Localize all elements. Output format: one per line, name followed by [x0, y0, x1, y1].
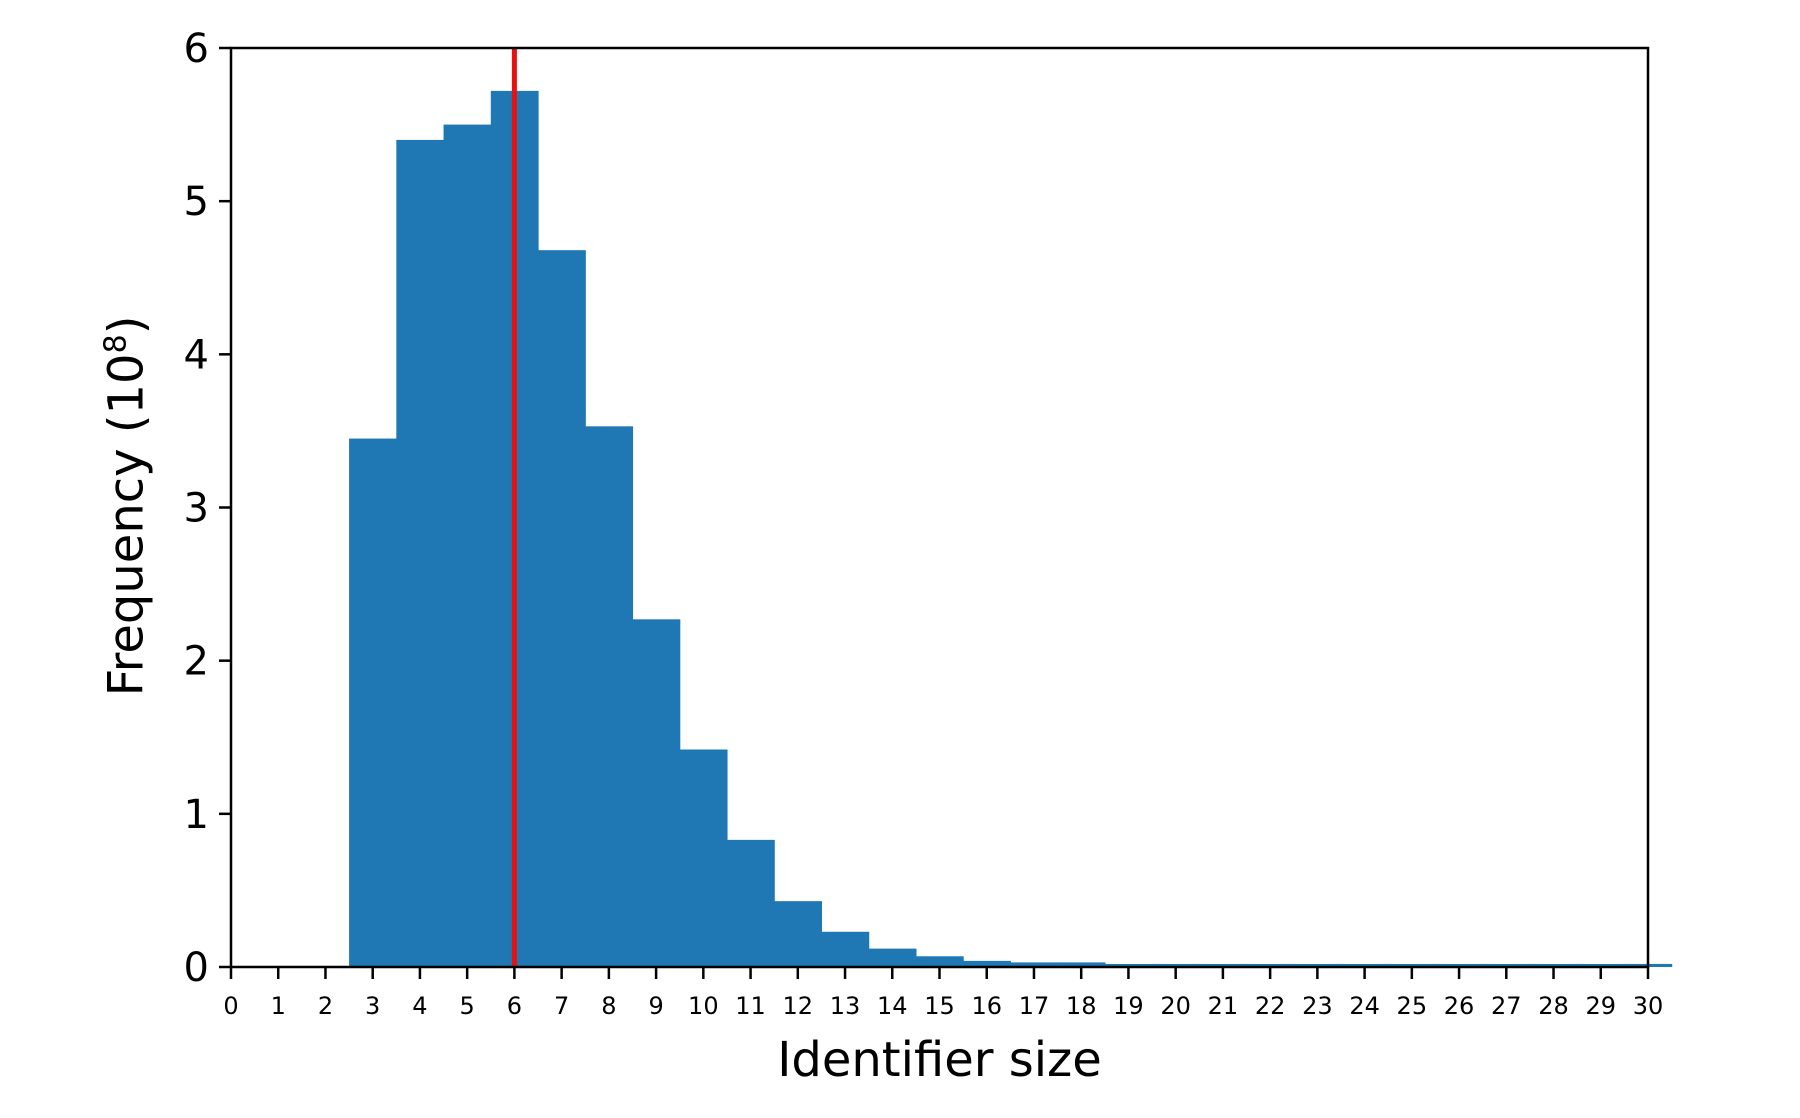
x-tick-label: 1: [271, 992, 286, 1020]
x-tick-label: 17: [1019, 992, 1050, 1020]
y-tick-label: 4: [184, 332, 209, 378]
y-tick-label: 5: [184, 179, 209, 225]
x-tick-label: 15: [924, 992, 955, 1020]
histogram-bar: [396, 139, 445, 967]
x-tick-label: 30: [1633, 992, 1664, 1020]
y-axis: 0 1 2 3 4 5 6: [184, 26, 231, 991]
y-tick-label: 2: [184, 639, 209, 685]
histogram-bar: [679, 749, 728, 967]
x-tick-label: 27: [1491, 992, 1522, 1020]
x-tick-label: 29: [1585, 992, 1616, 1020]
y-tick-label: 3: [184, 486, 209, 532]
x-tick-label: 6: [507, 992, 522, 1020]
bars-group: [349, 90, 1673, 968]
x-tick-label: 19: [1113, 992, 1144, 1020]
x-tick-label: 7: [554, 992, 569, 1020]
histogram-bar: [349, 438, 397, 967]
x-tick-label: 20: [1160, 992, 1191, 1020]
x-tick-label: 18: [1066, 992, 1097, 1020]
y-axis-label-exponent: 8: [97, 333, 133, 353]
histogram-bar: [1435, 963, 1484, 967]
x-tick-label: 11: [735, 992, 766, 1020]
histogram-bar: [1152, 963, 1200, 967]
x-tick-label: 9: [648, 992, 663, 1020]
x-tick-label: 12: [783, 992, 814, 1020]
histogram-bar: [585, 426, 634, 967]
x-tick-label: 26: [1444, 992, 1475, 1020]
histogram-bar: [1246, 963, 1295, 967]
x-tick-label: 24: [1349, 992, 1380, 1020]
x-axis: 0 1 2 3 4 5 6 7 8 9 10 11 12 13 14 15 16 17 18 19 20 21 22 23 24…: [223, 967, 1663, 1020]
histogram-bar: [726, 839, 775, 967]
x-tick-label: 28: [1538, 992, 1569, 1020]
histogram-bar: [1010, 962, 1059, 967]
histogram-bar: [915, 956, 964, 967]
histogram-bar: [1340, 963, 1389, 967]
y-axis-label-suffix: ): [97, 315, 154, 334]
histogram-bar: [774, 901, 823, 967]
histogram-bar: [1577, 963, 1625, 967]
histogram-bar: [1057, 962, 1106, 967]
x-tick-label: 5: [460, 992, 475, 1020]
x-tick-label: 10: [688, 992, 719, 1020]
histogram-bar: [821, 931, 870, 967]
x-tick-label: 4: [412, 992, 427, 1020]
y-tick-label: 6: [184, 26, 209, 72]
x-axis-label: Identifier size: [777, 1032, 1102, 1088]
histogram-bar: [443, 124, 492, 968]
x-tick-label: 2: [318, 992, 333, 1020]
histogram-bar: [1388, 963, 1437, 967]
x-tick-label: 0: [223, 992, 238, 1020]
x-tick-label: 14: [877, 992, 908, 1020]
y-axis-label-prefix: Frequency (10: [97, 352, 154, 696]
histogram-bar: [868, 948, 917, 967]
x-tick-label: 3: [365, 992, 380, 1020]
x-tick-label: 25: [1397, 992, 1428, 1020]
y-tick-label: 0: [184, 945, 209, 991]
histogram-bar: [632, 619, 681, 967]
histogram-bar: [1199, 963, 1248, 967]
y-axis-label: Frequency (108): [98, 315, 154, 696]
x-tick-label: 8: [601, 992, 616, 1020]
histogram-bar: [1529, 963, 1578, 967]
y-tick-label: 1: [184, 792, 209, 838]
histogram-bar: [1104, 963, 1153, 967]
x-tick-label: 22: [1255, 992, 1286, 1020]
histogram-bar: [1482, 963, 1531, 967]
histogram-bar: [1293, 963, 1342, 967]
x-tick-label: 13: [830, 992, 861, 1020]
histogram-bar: [963, 960, 1011, 967]
x-tick-label: 21: [1208, 992, 1239, 1020]
x-tick-label: 23: [1302, 992, 1333, 1020]
x-tick-label: 16: [971, 992, 1002, 1020]
histogram-bar: [538, 250, 586, 967]
